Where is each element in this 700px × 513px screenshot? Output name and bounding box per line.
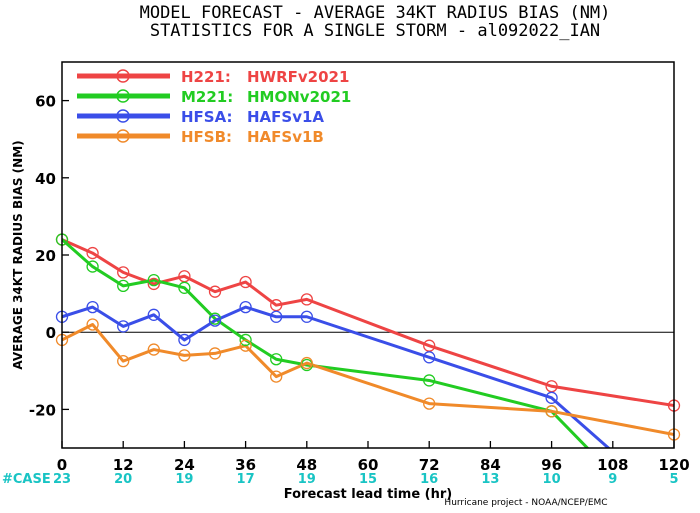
- credit-text: Hurricane project - NOAA/NCEP/EMC: [444, 498, 607, 508]
- legend-code-1: M221:: [181, 88, 233, 106]
- legend-marker-3: [116, 129, 130, 143]
- series-2-point: [270, 310, 283, 323]
- x-axis-label: Forecast lead time (hr): [284, 487, 452, 502]
- series-0-point: [86, 246, 99, 260]
- case-count: 19: [298, 472, 316, 487]
- case-count: 17: [237, 472, 255, 487]
- series-2-point: [300, 310, 313, 323]
- series-3-point: [423, 397, 436, 410]
- case-count: 15: [359, 472, 377, 487]
- x-tick-label: 72: [419, 456, 440, 474]
- series-2-point: [545, 391, 558, 404]
- marker-layer: [55, 233, 681, 441]
- series-3-point: [545, 405, 558, 418]
- x-tick-label: 84: [480, 456, 501, 474]
- series-2-point: [423, 351, 436, 364]
- case-count: 10: [543, 472, 561, 487]
- series-3-point: [208, 347, 222, 360]
- series-2-point: [117, 320, 130, 333]
- chart-subtitle: STATISTICS FOR A SINGLE STORM - al092022…: [150, 21, 600, 41]
- series-3-point: [239, 339, 252, 352]
- series-0-point: [300, 293, 313, 306]
- x-tick-label: 108: [597, 456, 628, 474]
- chart-title: MODEL FORECAST - AVERAGE 34KT RADIUS BIA…: [140, 3, 611, 23]
- case-count: 23: [53, 472, 71, 487]
- y-tick-label: 20: [35, 247, 56, 265]
- x-tick-label: 12: [113, 456, 134, 474]
- series-0-point: [208, 285, 222, 298]
- y-tick-label: 0: [46, 324, 56, 342]
- series-1-point: [270, 353, 283, 366]
- series-1-point: [423, 374, 436, 387]
- legend-marker-2: [116, 109, 130, 123]
- x-tick-label: 36: [235, 456, 256, 474]
- series-2-point: [239, 300, 252, 314]
- x-tick-label: 48: [296, 456, 317, 474]
- legend-code-2: HFSA:: [181, 108, 233, 126]
- legend-code-0: H221:: [181, 68, 231, 86]
- x-tick-label: 96: [541, 456, 562, 474]
- case-counts: 23 20 19 17 19 15 16 13 10 9 5: [53, 472, 679, 487]
- x-tick-label: 24: [174, 456, 195, 474]
- axes-layer: 0 12 24 36 48 60 72 84 96 108 120 -20 0 20 40 60: [29, 61, 690, 474]
- series-3-point: [147, 343, 160, 356]
- series-2-point: [147, 308, 160, 321]
- series-line-0: [62, 238, 674, 408]
- case-count: 5: [669, 472, 678, 487]
- series-0-point: [117, 266, 130, 279]
- series-3-point: [270, 370, 283, 383]
- legend-name-2: HAFSv1A: [247, 108, 324, 126]
- series-0-point: [147, 277, 160, 291]
- series-1-point: [239, 333, 252, 347]
- case-count: 16: [420, 472, 438, 487]
- series-1-point: [86, 260, 99, 273]
- legend: H221: HWRFv2021 M221: HMONv2021 HFSA: HAFSv1A…: [77, 68, 351, 146]
- series-3-point: [117, 354, 130, 368]
- case-count: 19: [175, 472, 193, 487]
- series-1-point: [178, 281, 191, 294]
- legend-code-3: HFSB:: [181, 128, 232, 146]
- series-1-point: [117, 279, 130, 293]
- series-3-point: [178, 349, 191, 362]
- series-1-point: [147, 273, 160, 287]
- series-2-point: [208, 314, 222, 327]
- legend-marker-1: [116, 89, 130, 103]
- case-count: 13: [481, 472, 499, 487]
- y-tick-label: 60: [35, 93, 56, 111]
- series-2-point: [178, 333, 191, 347]
- case-count: 9: [608, 472, 617, 487]
- x-tick-label: 60: [358, 456, 379, 474]
- y-axis-label: AVERAGE 34KT RADIUS BIAS (NM): [11, 140, 25, 369]
- case-label: #CASE: [2, 472, 51, 487]
- series-3-point: [300, 356, 313, 370]
- series-line-3: [62, 322, 674, 436]
- series-2-point: [86, 300, 99, 314]
- y-tick-label: 40: [35, 170, 56, 188]
- y-tick-label: -20: [29, 401, 56, 419]
- x-tick-label: 0: [57, 456, 67, 474]
- legend-name-1: HMONv2021: [247, 88, 351, 106]
- legend-name-3: HAFSv1B: [247, 128, 324, 146]
- series-3-point: [86, 318, 99, 331]
- legend-marker-0: [116, 69, 130, 83]
- series-0-point: [239, 275, 252, 289]
- x-tick-label: 120: [658, 456, 689, 474]
- legend-name-0: HWRFv2021: [247, 68, 349, 86]
- case-count: 20: [114, 472, 132, 487]
